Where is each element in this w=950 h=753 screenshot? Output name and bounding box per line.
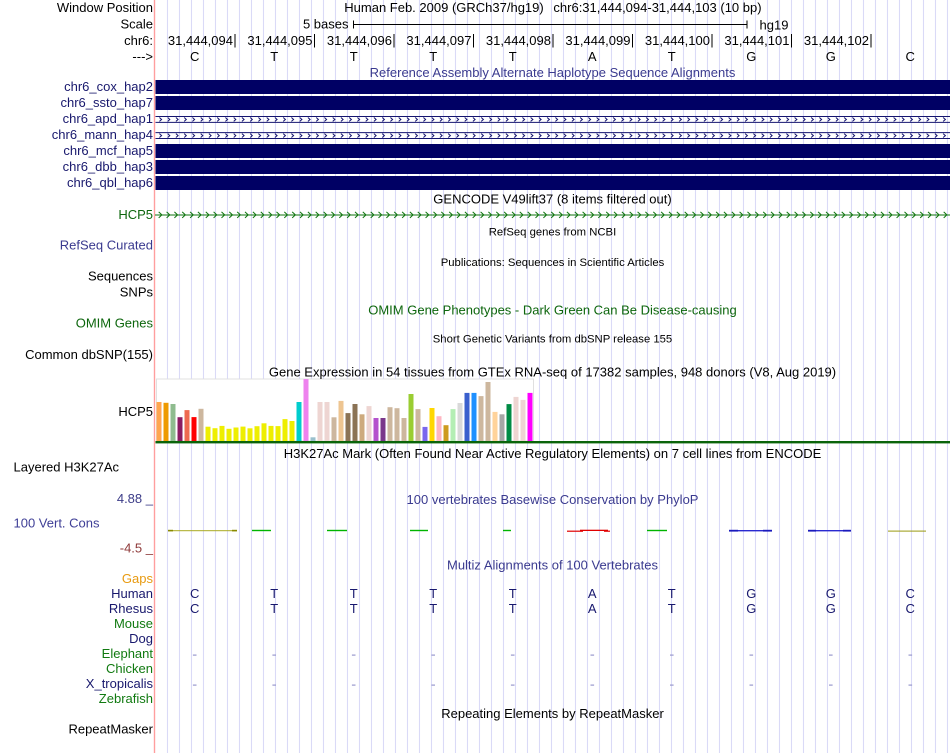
svg-text:HCP5: HCP5 — [118, 404, 153, 419]
svg-text:C: C — [906, 586, 915, 601]
svg-text:T: T — [668, 49, 676, 64]
svg-text:--->: ---> — [132, 49, 153, 64]
svg-text:Layered H3K27Ac: Layered H3K27Ac — [14, 460, 120, 475]
svg-text:A: A — [588, 586, 597, 601]
svg-text:Window Position: Window Position — [57, 0, 153, 15]
svg-text:chr6_mann_hap4: chr6_mann_hap4 — [52, 127, 153, 142]
svg-text:5 bases: 5 bases — [303, 17, 349, 32]
svg-text:T: T — [668, 601, 676, 616]
svg-text:31,444,101: 31,444,101 — [724, 33, 789, 48]
svg-text:Dog: Dog — [129, 631, 153, 646]
svg-text:T: T — [509, 49, 517, 64]
svg-text:OMIM Gene Phenotypes - Dark Gr: OMIM Gene Phenotypes - Dark Green Can Be… — [368, 302, 737, 317]
svg-text:T: T — [429, 49, 437, 64]
svg-text:chr6:: chr6: — [124, 33, 153, 48]
svg-text:Common dbSNP(155): Common dbSNP(155) — [25, 347, 153, 362]
svg-text:T: T — [270, 601, 278, 616]
svg-text:31,444,094: 31,444,094 — [168, 33, 233, 48]
svg-text:100 vertebrates Basewise Conse: 100 vertebrates Basewise Conservation by… — [407, 492, 699, 507]
svg-text:T: T — [270, 586, 278, 601]
svg-text:Zebrafish: Zebrafish — [99, 691, 153, 706]
svg-text:4.88 _: 4.88 _ — [117, 491, 154, 506]
svg-text:G: G — [746, 49, 756, 64]
svg-text:chr6_mcf_hap5: chr6_mcf_hap5 — [63, 143, 153, 158]
svg-text:T: T — [350, 586, 358, 601]
svg-text:Gene Expression in 54 tissues: Gene Expression in 54 tissues from GTEx … — [269, 365, 836, 380]
svg-text:A: A — [588, 49, 597, 64]
svg-text:G: G — [746, 586, 756, 601]
svg-text:G: G — [826, 601, 836, 616]
svg-text:T: T — [429, 601, 437, 616]
svg-text:chr6_qbl_hap6: chr6_qbl_hap6 — [67, 175, 153, 190]
svg-text:Sequences: Sequences — [88, 269, 154, 284]
svg-text:C: C — [906, 49, 915, 64]
svg-text:31,444,096: 31,444,096 — [327, 33, 392, 48]
svg-text:31,444,098: 31,444,098 — [486, 33, 551, 48]
svg-text:HCP5: HCP5 — [118, 207, 153, 222]
svg-text:C: C — [906, 601, 915, 616]
svg-text:Mouse: Mouse — [114, 616, 153, 631]
svg-text:SNPs: SNPs — [120, 285, 154, 300]
svg-text:T: T — [270, 49, 278, 64]
svg-text:GENCODE V49lift37 (8 items fil: GENCODE V49lift37 (8 items filtered out) — [433, 191, 671, 206]
svg-text:31,444,100: 31,444,100 — [645, 33, 710, 48]
svg-text:chr6_cox_hap2: chr6_cox_hap2 — [64, 79, 153, 94]
svg-text:Multiz Alignments of 100 Verte: Multiz Alignments of 100 Vertebrates — [447, 558, 659, 573]
svg-text:31,444,099: 31,444,099 — [565, 33, 630, 48]
svg-text:hg19: hg19 — [760, 18, 789, 33]
svg-text:T: T — [350, 49, 358, 64]
svg-text:31,444,102: 31,444,102 — [804, 33, 869, 48]
svg-text:X_tropicalis: X_tropicalis — [86, 676, 154, 691]
svg-text:RefSeq genes from NCBI: RefSeq genes from NCBI — [489, 226, 616, 238]
svg-text:C: C — [190, 49, 199, 64]
svg-text:G: G — [746, 601, 756, 616]
svg-text:T: T — [509, 601, 517, 616]
svg-text:A: A — [588, 601, 597, 616]
svg-text:chr6_apd_hap1: chr6_apd_hap1 — [63, 111, 153, 126]
svg-text:31,444,097: 31,444,097 — [406, 33, 471, 48]
svg-text:Reference Assembly Alternate H: Reference Assembly Alternate Haplotype S… — [370, 65, 736, 80]
svg-text:C: C — [190, 601, 199, 616]
svg-text:T: T — [668, 586, 676, 601]
svg-text:100 Vert. Cons: 100 Vert. Cons — [14, 516, 100, 531]
svg-text:T: T — [509, 586, 517, 601]
svg-text:Publications: Sequences in Sci: Publications: Sequences in Scientific Ar… — [441, 257, 665, 269]
svg-text:-4.5 _: -4.5 _ — [120, 541, 154, 556]
svg-text:G: G — [826, 586, 836, 601]
svg-text:chr6_ssto_hap7: chr6_ssto_hap7 — [60, 95, 153, 110]
svg-text:Human Feb. 2009 (GRCh37/hg19): Human Feb. 2009 (GRCh37/hg19) — [344, 0, 543, 15]
svg-text:Short Genetic Variants from db: Short Genetic Variants from dbSNP releas… — [433, 334, 672, 346]
svg-text:H3K27Ac Mark (Often Found Near: H3K27Ac Mark (Often Found Near Active Re… — [284, 446, 822, 461]
svg-text:Scale: Scale — [120, 17, 153, 32]
svg-text:chr6:31,444,094-31,444,103 (10: chr6:31,444,094-31,444,103 (10 bp) — [553, 0, 761, 15]
svg-text:T: T — [429, 586, 437, 601]
svg-text:chr6_dbb_hap3: chr6_dbb_hap3 — [63, 159, 153, 174]
svg-text:RefSeq Curated: RefSeq Curated — [60, 238, 153, 253]
svg-text:Elephant: Elephant — [102, 646, 154, 661]
svg-text:T: T — [350, 601, 358, 616]
svg-text:31,444,095: 31,444,095 — [247, 33, 312, 48]
svg-text:RepeatMasker: RepeatMasker — [68, 722, 153, 737]
svg-text:OMIM Genes: OMIM Genes — [76, 316, 154, 331]
svg-text:Repeating Elements by RepeatMa: Repeating Elements by RepeatMasker — [441, 706, 664, 721]
svg-text:Rhesus: Rhesus — [109, 601, 154, 616]
svg-text:Chicken: Chicken — [106, 661, 153, 676]
svg-text:Human: Human — [111, 586, 153, 601]
svg-text:Gaps: Gaps — [122, 571, 154, 586]
svg-text:C: C — [190, 586, 199, 601]
svg-text:G: G — [826, 49, 836, 64]
